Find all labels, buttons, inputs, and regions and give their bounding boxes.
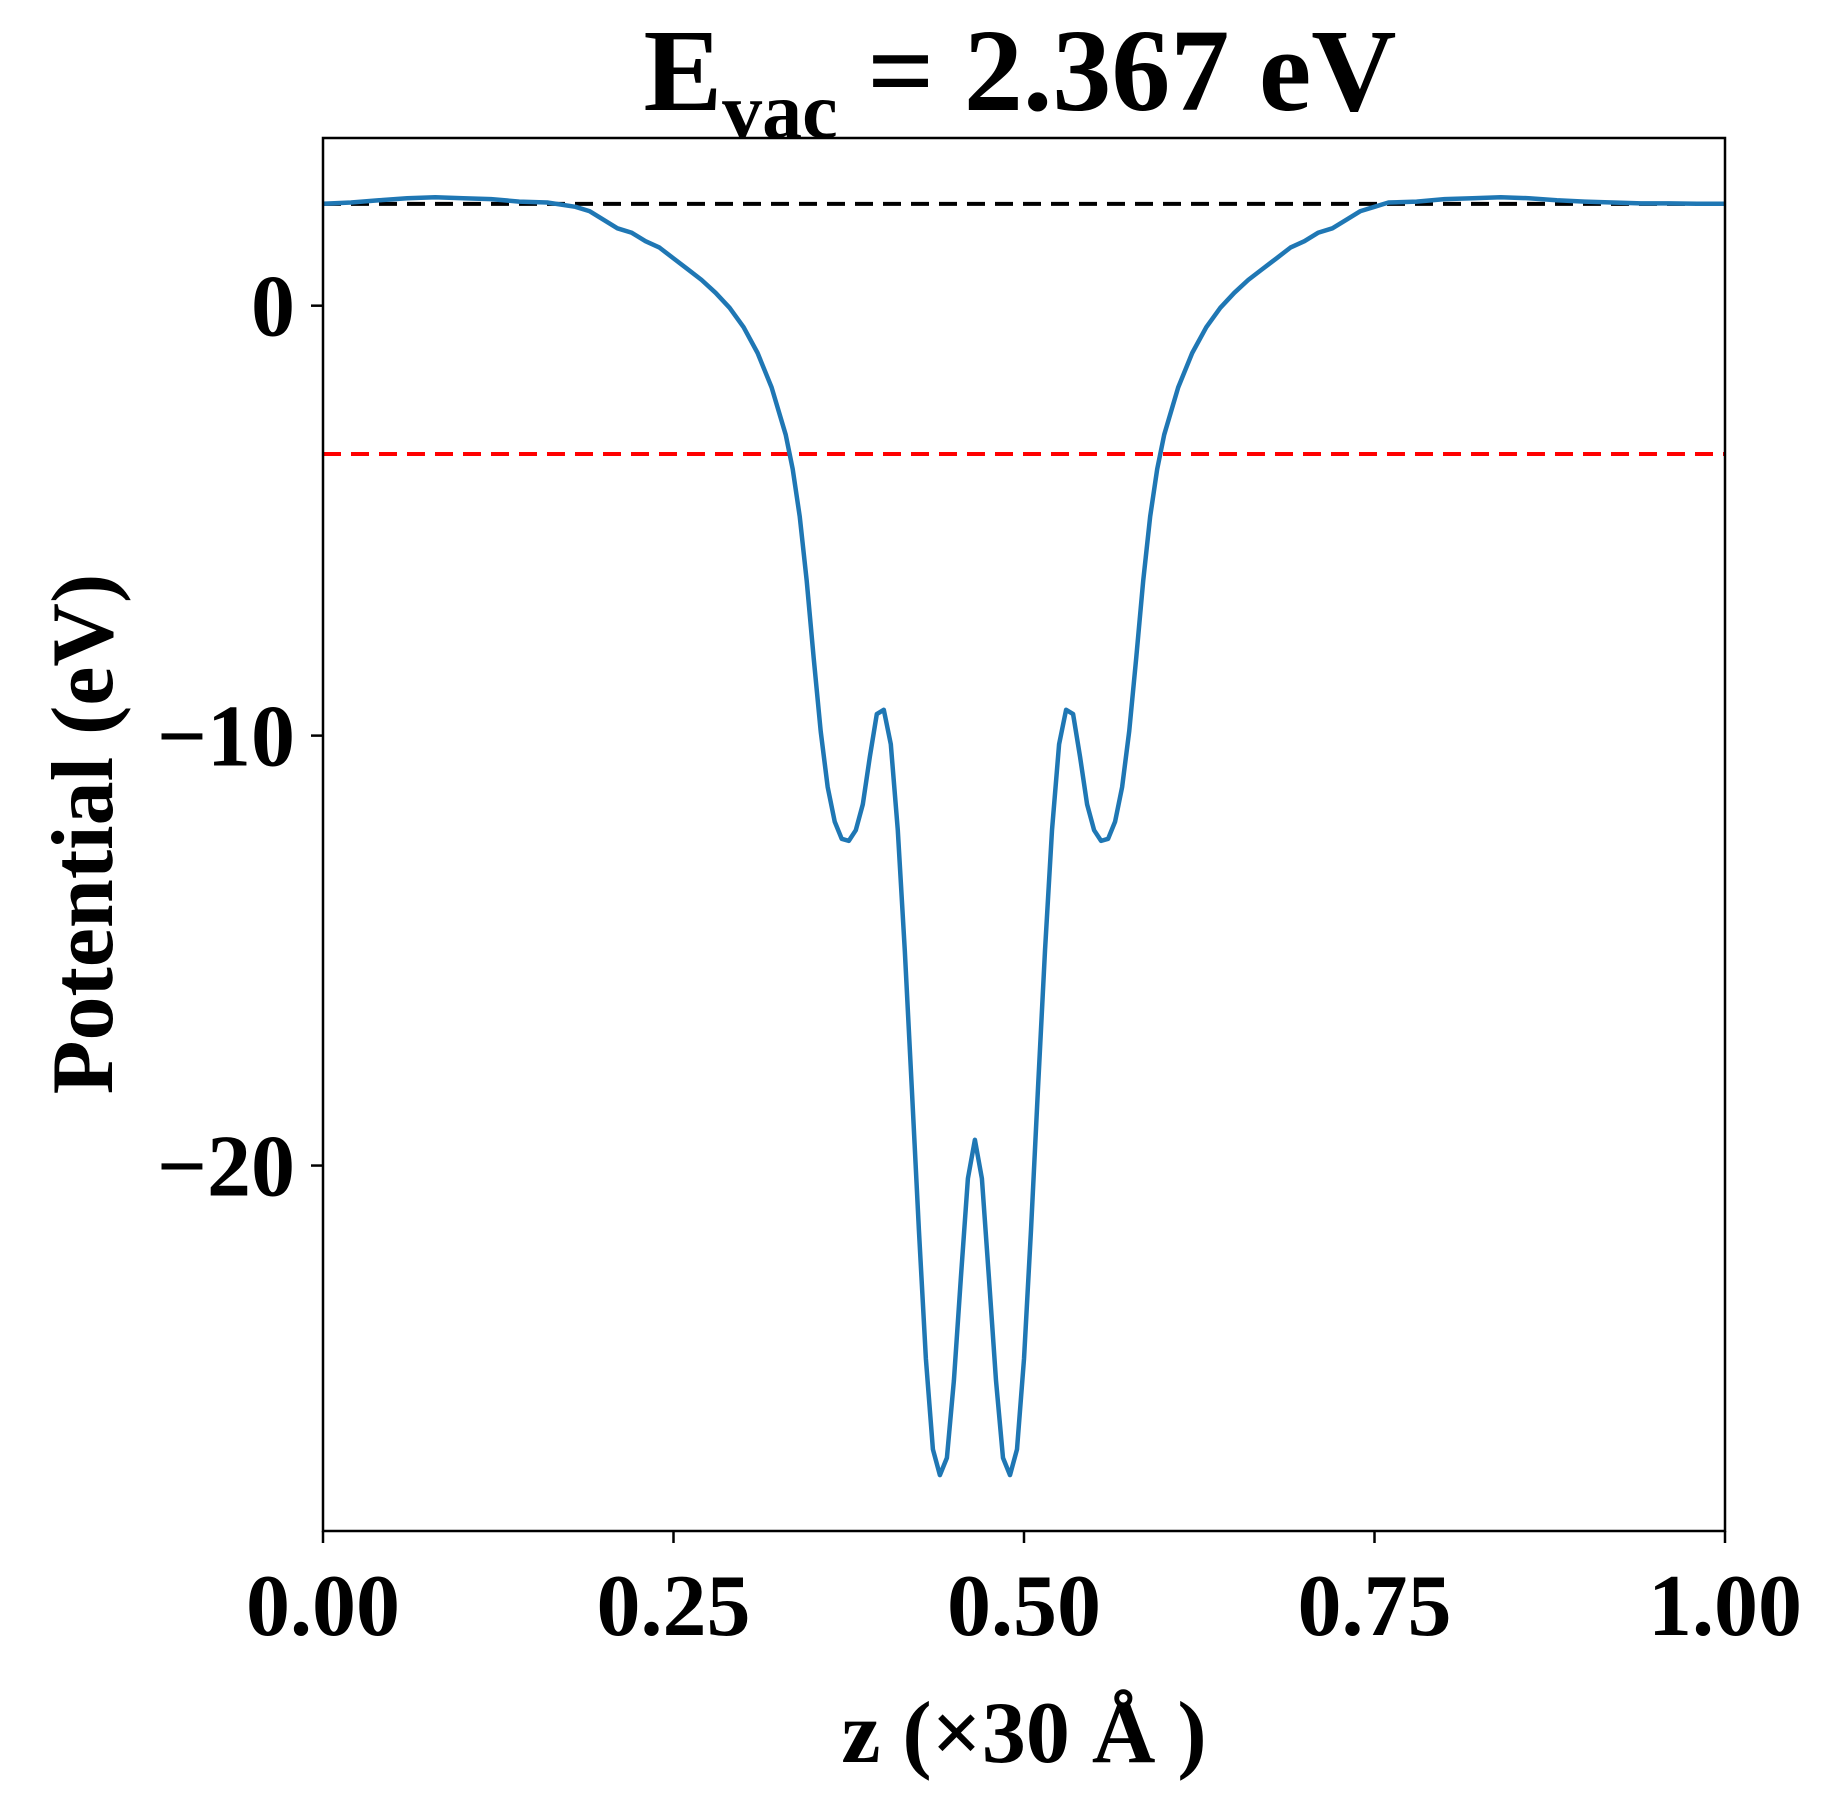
- chart-title-rest: = 2.367 eV: [838, 5, 1397, 136]
- y-axis-ticks: 0 −10 −20: [157, 259, 323, 1216]
- y-tick-label: −20: [157, 1119, 295, 1216]
- x-axis-ticks: 0.00 0.25 0.50 0.75 1.00: [246, 1531, 1802, 1655]
- chart-title: Evac = 2.367 eV: [643, 5, 1396, 156]
- x-tick-label: 1.00: [1648, 1558, 1802, 1655]
- series-line-0: [323, 195, 1725, 1478]
- x-tick-label: 0.00: [246, 1558, 400, 1655]
- x-tick-label: 0.50: [947, 1558, 1101, 1655]
- y-axis-label: Potential (eV): [35, 574, 132, 1094]
- x-tick-label: 0.25: [597, 1558, 751, 1655]
- x-axis-label: z (×30 Å ): [841, 1685, 1206, 1782]
- x-tick-label: 0.75: [1298, 1558, 1452, 1655]
- chart-title-main: E: [643, 5, 722, 136]
- chart-title-subscript: vac: [722, 68, 838, 156]
- plot-area: [323, 195, 1725, 1478]
- y-tick-label: −10: [157, 689, 295, 786]
- y-tick-label: 0: [251, 259, 295, 356]
- series-layer: [323, 195, 1725, 1478]
